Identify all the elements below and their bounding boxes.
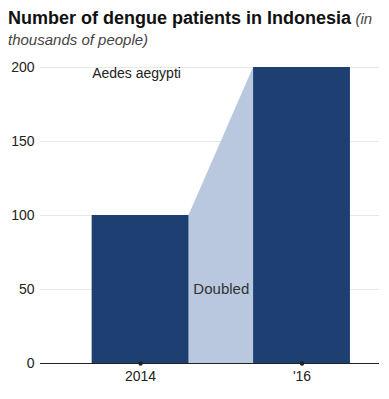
html-text:Number of dengue patients in I: Number of dengue patients in Indonesia (… [8, 8, 373, 48]
svg-text:150: 150 [11, 133, 35, 149]
svg-text:50: 50 [19, 281, 35, 297]
svg-text:0: 0 [27, 355, 35, 371]
svg-text:Aedes aegypti: Aedes aegypti [92, 65, 181, 81]
svg-text:200: 200 [11, 59, 35, 75]
svg-text:Doubled: Doubled [193, 280, 249, 297]
svg-text:'16: '16 [293, 368, 311, 384]
svg-text:100: 100 [11, 207, 35, 223]
svg-text:2014: 2014 [125, 368, 156, 384]
